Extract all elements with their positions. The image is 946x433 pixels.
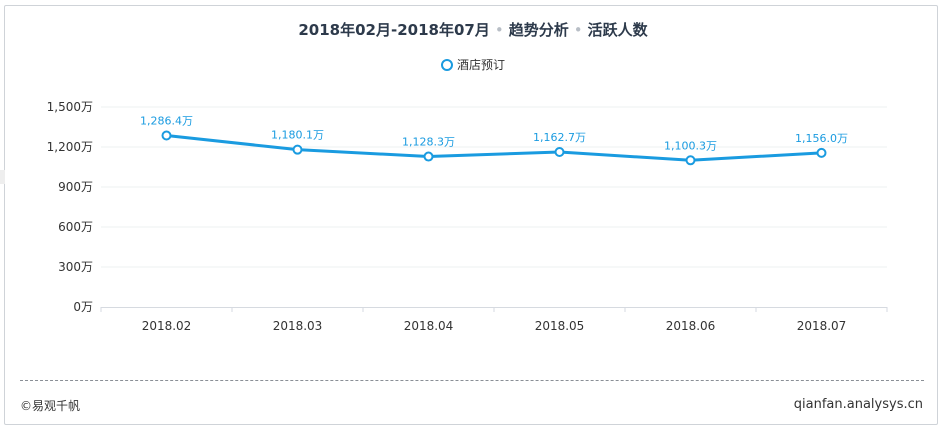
title-metric: 活跃人数 <box>587 21 648 39</box>
legend-circle-icon <box>440 58 453 71</box>
x-tick-label: 2018.06 <box>666 319 716 333</box>
chart-legend: 酒店预订 <box>0 56 946 74</box>
data-label: 1,156.0万 <box>795 132 848 145</box>
data-label: 1,180.1万 <box>271 129 324 142</box>
data-label: 1,100.3万 <box>664 139 717 152</box>
data-point <box>423 151 434 162</box>
x-tick-labels: 2018.02 2018.03 2018.04 2018.05 2018.06 2018.… <box>142 319 847 333</box>
chart-frame <box>4 5 938 425</box>
y-tick-label: 600万 <box>58 220 93 234</box>
data-label: 1,162.7万 <box>533 131 586 144</box>
legend-label: 酒店预订 <box>456 58 505 72</box>
title-analysis-type: 趋势分析 <box>508 21 569 39</box>
chart-title: 2018年02月-2018年07月 • 趋势分析 • 活跃人数 <box>0 19 946 40</box>
x-tick-label: 2018.07 <box>797 319 847 333</box>
side-marker <box>0 170 5 184</box>
title-separator: • <box>573 21 583 39</box>
data-point <box>816 147 827 158</box>
series-lines <box>165 133 823 162</box>
y-tick-label: 300万 <box>58 260 93 274</box>
data-label: 1,286.4万 <box>140 114 193 127</box>
y-tick-label: 0万 <box>73 300 93 314</box>
axes <box>100 307 888 312</box>
x-tick-label: 2018.02 <box>142 319 192 333</box>
y-tick-labels: 0万 300万 600万 900万 1,200万 1,500万 <box>47 100 93 314</box>
title-separator: • <box>494 21 504 39</box>
data-labels: 1,286.4万 1,180.1万 1,128.3万 1,162.7万 1,100.3万… <box>140 114 848 152</box>
x-tick-label: 2018.04 <box>404 319 454 333</box>
data-point <box>554 146 565 157</box>
y-tick-label: 1,500万 <box>47 100 93 114</box>
grid-lines <box>101 106 887 268</box>
x-tick-label: 2018.03 <box>273 319 323 333</box>
data-point <box>292 144 303 155</box>
title-date-range: 2018年02月-2018年07月 <box>298 21 490 39</box>
data-point <box>161 130 172 141</box>
y-tick-label: 1,200万 <box>47 140 93 154</box>
legend-item-hotel-booking[interactable]: 酒店预订 <box>440 56 505 73</box>
data-label: 1,128.3万 <box>402 136 455 149</box>
series-line <box>165 133 823 162</box>
copyright-text: ©易观千帆 <box>20 399 81 413</box>
data-point <box>685 155 696 166</box>
site-url[interactable]: qianfan.analysys.cn <box>793 397 923 412</box>
y-tick-label: 900万 <box>58 180 93 194</box>
data-points <box>161 130 827 166</box>
footer-divider <box>20 380 924 381</box>
x-tick-label: 2018.05 <box>535 319 585 333</box>
